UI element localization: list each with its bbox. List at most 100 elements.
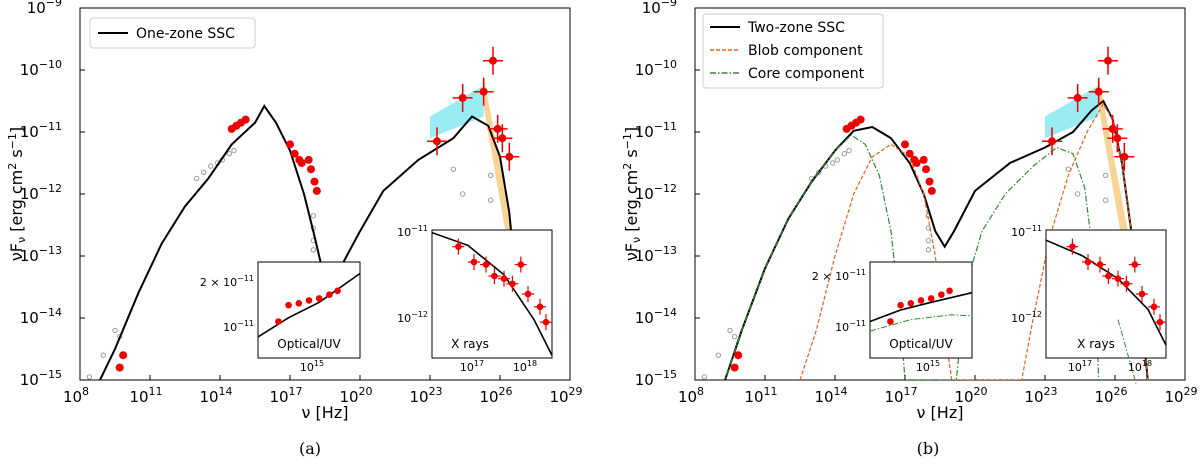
panel-b: 108 1011 1014 1017 1020 1023 1026 102910−1510−1…: [621, 0, 1198, 458]
panel-b-legend: Two-zone SSC Blob component Core compone…: [702, 13, 884, 89]
inset-data-point: [275, 318, 282, 325]
data-point-gray: [450, 166, 457, 172]
inset-data-point: [517, 261, 525, 268]
y-tick-label: 10−15: [635, 368, 677, 389]
inset-xrays-ytick-top: 10−11: [397, 224, 428, 239]
panel-a-inset-optical: Optical/UV 2 × 10−11 10−11 1015: [200, 261, 361, 374]
inset-data-point: [887, 318, 894, 325]
x-tick-label: 1029: [1164, 385, 1197, 406]
x-tick-label: 1026: [1094, 385, 1127, 406]
panel-b-inset-xrays: X rays 10−11 10−12 1017 1018: [1011, 224, 1167, 384]
y-tick-label: 10−12: [20, 182, 62, 203]
inset-data-point: [1150, 303, 1158, 311]
inset-data-point: [897, 301, 904, 309]
inset-core-curve: [1117, 319, 1137, 384]
data-point-red: [498, 134, 507, 143]
data-point-gray: [815, 169, 822, 176]
data-point-red: [505, 152, 514, 161]
data-point-gray: [834, 157, 841, 163]
inset-frame: [869, 261, 973, 359]
y-tick-label: 10−9: [642, 0, 677, 17]
data-point-red: [1120, 152, 1129, 161]
inset-xrays-label: X rays: [1077, 337, 1115, 351]
inset-data-point: [1138, 290, 1146, 298]
data-point-red: [489, 56, 497, 65]
data-point-red: [922, 165, 930, 174]
data-point-gray: [200, 169, 207, 176]
data-point-red: [734, 351, 743, 360]
data-point-red: [905, 149, 914, 158]
inset-data-point: [1105, 272, 1112, 280]
data-point-red: [304, 155, 313, 164]
inset-data-point: [946, 287, 953, 295]
data-point-red: [479, 87, 488, 96]
inset-xrays-xtick-18: 1018: [513, 359, 537, 374]
x-tick-label: 108: [63, 385, 89, 406]
data-point-red: [919, 155, 928, 164]
data-point-gray: [925, 237, 932, 244]
y-tick-label: 10−9: [27, 0, 62, 17]
data-point-red: [493, 124, 502, 133]
data-point-gray: [487, 197, 494, 203]
y-tick-label: 10−10: [635, 58, 677, 79]
y-tick-label: 10−14: [635, 306, 677, 327]
inset-data-point: [917, 297, 925, 304]
data-point-red: [458, 93, 467, 102]
inset-data-point: [1156, 318, 1164, 326]
inset-data-point: [326, 291, 333, 298]
inset-optical-ytick-bottom: 10−11: [835, 319, 866, 334]
inset-data-point: [455, 243, 462, 250]
y-tick-label: 10−14: [20, 306, 62, 327]
inset-optical-xtick: 1015: [300, 359, 324, 374]
panel-a: 108 1011 1014 1017 1020 1023 1026 102910−1510−1…: [6, 0, 583, 458]
data-point-red: [312, 186, 321, 195]
data-point-red: [433, 137, 441, 146]
x-tick-label: 1011: [744, 385, 777, 406]
inset-data-point: [509, 280, 516, 288]
data-point-red: [115, 363, 124, 372]
y-tick-label: 10−12: [635, 182, 677, 203]
inset-xrays-content: [431, 231, 553, 356]
data-point-red: [1113, 134, 1122, 143]
data-point-red: [912, 159, 921, 167]
x-tick-label: 1014: [814, 385, 847, 406]
data-point-red: [119, 351, 128, 360]
inset-data-point: [500, 275, 508, 282]
data-point-gray: [487, 172, 494, 179]
inset-data-point: [285, 301, 292, 309]
inset-xrays-label: X rays: [451, 337, 489, 351]
data-point-gray: [925, 247, 932, 253]
data-point-gray: [701, 374, 708, 380]
inset-xrays-xtick-18: 1018: [1128, 359, 1152, 374]
data-point-gray: [207, 163, 214, 169]
inset-data-point: [927, 295, 935, 302]
y-tick-label: 10−11: [20, 120, 62, 141]
inset-data-point: [1096, 261, 1104, 268]
data-point-gray: [231, 147, 237, 154]
data-point-red: [310, 177, 319, 186]
inset-xrays-xtick-17: 1017: [460, 359, 484, 374]
data-point-gray: [100, 352, 107, 358]
inset-data-point: [470, 258, 478, 266]
data-point-gray: [193, 175, 200, 182]
panel-b-xlabel: ν [Hz]: [917, 403, 964, 422]
data-point-gray: [226, 151, 233, 157]
panel-b-inset-optical: Optical/UV 2 × 10−11 10−11 1015: [812, 261, 973, 374]
y-tick-label: 10−13: [20, 244, 62, 265]
inset-data-point: [1123, 280, 1130, 288]
data-point-gray: [1102, 197, 1109, 203]
data-point-red: [925, 177, 934, 186]
data-point-red: [1094, 87, 1103, 96]
data-point-gray: [310, 247, 317, 253]
data-point-gray: [310, 213, 317, 219]
inset-model-curve: [869, 291, 973, 323]
inset-data-point: [524, 290, 532, 298]
data-point-red: [927, 186, 936, 195]
panel-a-ylabel: νFν [erg cm2 s−1]: [6, 127, 28, 261]
inset-data-point: [295, 299, 303, 307]
panel-b-caption: (b): [917, 439, 940, 458]
data-point-red: [1048, 137, 1056, 146]
data-point-red: [856, 115, 865, 124]
y-tick-label: 10−10: [20, 58, 62, 79]
